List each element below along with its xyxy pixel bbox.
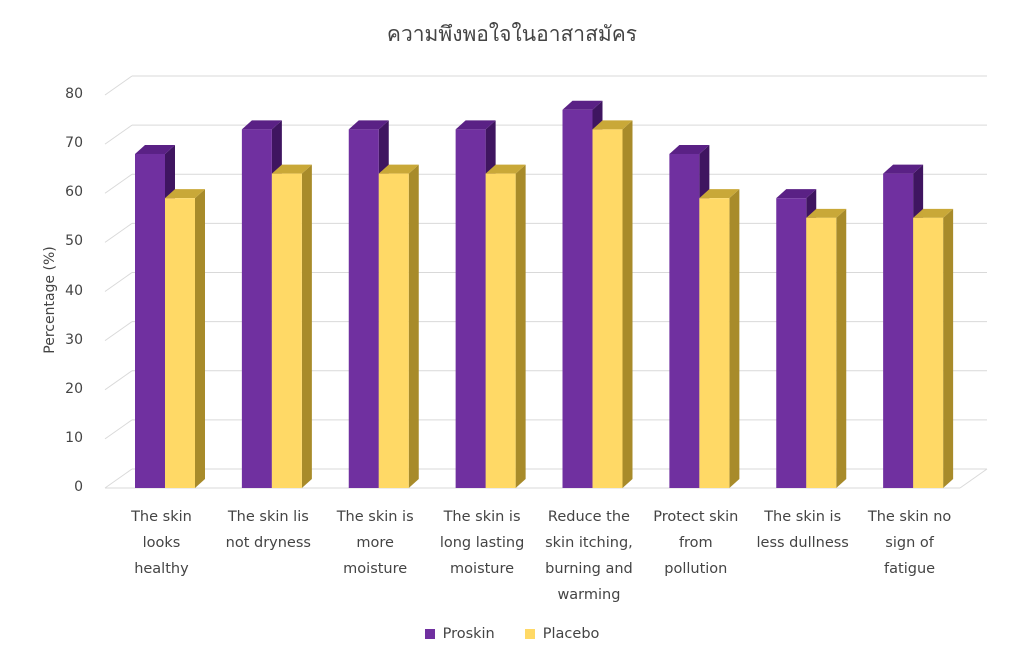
legend-swatch-placebo	[524, 629, 535, 639]
legend-label-proskin: Proskin	[442, 626, 495, 642]
bar-placebo-side	[515, 164, 526, 488]
bar-placebo-top	[913, 208, 954, 218]
gridline-edge	[104, 419, 133, 440]
bar-proskin	[669, 153, 700, 488]
x-tick-label: The skin is less dullness	[756, 509, 849, 551]
y-tick-label: 0	[74, 479, 83, 495]
x-tick-label: The skin lis not dryness	[225, 509, 311, 551]
bar-placebo	[485, 173, 516, 488]
gridline-edge	[104, 173, 133, 194]
bar-placebo-top	[378, 164, 419, 174]
bar-proskin	[562, 109, 593, 489]
y-tick-label: 40	[65, 282, 83, 299]
y-tick-label: 70	[65, 135, 83, 152]
bar-proskin	[135, 153, 165, 488]
bar-placebo-top	[699, 189, 740, 199]
bar-placebo-top	[806, 208, 847, 218]
bar-proskin-top	[348, 120, 389, 130]
bar-placebo-side	[301, 164, 312, 488]
x-tick-label: The skin is long lasting moisture	[439, 509, 525, 577]
bar-proskin	[241, 129, 272, 488]
gridline-edge	[104, 124, 133, 145]
bar-placebo	[378, 173, 409, 488]
bar-placebo-side	[195, 189, 205, 488]
bar-placebo-top	[165, 189, 205, 199]
bar-proskin-top	[562, 100, 603, 110]
bar-placebo	[592, 129, 623, 488]
gridline-edge	[104, 75, 133, 96]
x-tick-label: The skin no sign of fatigue	[867, 509, 952, 577]
gridline-edge	[104, 468, 133, 489]
x-tick-label: The skin is more moisture	[336, 509, 414, 577]
x-tick-label: Reduce the skin itching, burning and war…	[545, 509, 633, 603]
legend-item-placebo: Placebo	[524, 626, 600, 642]
x-tick-label: The skin looks healthy	[131, 509, 192, 577]
gridline-edge	[104, 222, 133, 243]
bar-placebo-side	[622, 120, 633, 488]
legend-swatch-proskin	[424, 629, 435, 639]
bar-placebo-top	[485, 164, 526, 174]
chart-title: ความพึงพอใจในอาสาสมัคร	[386, 22, 638, 46]
bar-placebo	[271, 173, 302, 488]
x-tick-label: Protect skin from pollution	[653, 509, 739, 577]
bar-proskin-top	[883, 164, 924, 174]
gridline-edge	[104, 370, 133, 391]
bar-placebo	[913, 217, 944, 488]
y-tick-label: 30	[65, 331, 83, 348]
y-tick-label: 60	[65, 184, 83, 201]
legend-label-placebo: Placebo	[542, 626, 600, 642]
bar-proskin	[348, 129, 379, 488]
bar-placebo	[699, 198, 730, 488]
bar-placebo-side	[943, 208, 954, 488]
bar-placebo	[806, 217, 837, 488]
bar-proskin-top	[669, 144, 710, 154]
floor-edge-right	[959, 468, 988, 489]
bar-placebo-side	[836, 208, 847, 488]
y-tick-label: 20	[65, 380, 83, 397]
bar-proskin	[455, 129, 486, 488]
bar-placebo-side	[729, 189, 740, 488]
gridline-edge	[104, 272, 133, 292]
legend-item-proskin: Proskin	[424, 626, 495, 642]
bar-placebo-side	[408, 164, 419, 488]
y-tick-label: 10	[65, 429, 83, 446]
bar-proskin-top	[241, 120, 282, 130]
bar-proskin-top	[135, 144, 175, 154]
gridline-edge	[104, 321, 133, 342]
bar-proskin	[883, 173, 914, 488]
y-tick-label: 50	[65, 233, 83, 250]
y-tick-label: 80	[65, 86, 83, 102]
bar-placebo	[165, 198, 195, 488]
bar-placebo-top	[592, 120, 633, 130]
bar-proskin-top	[455, 120, 496, 130]
bar-proskin-top	[776, 189, 817, 199]
bar-proskin	[776, 198, 807, 488]
legend: Proskin Placebo	[0, 626, 1024, 642]
bar-placebo-top	[271, 164, 312, 174]
